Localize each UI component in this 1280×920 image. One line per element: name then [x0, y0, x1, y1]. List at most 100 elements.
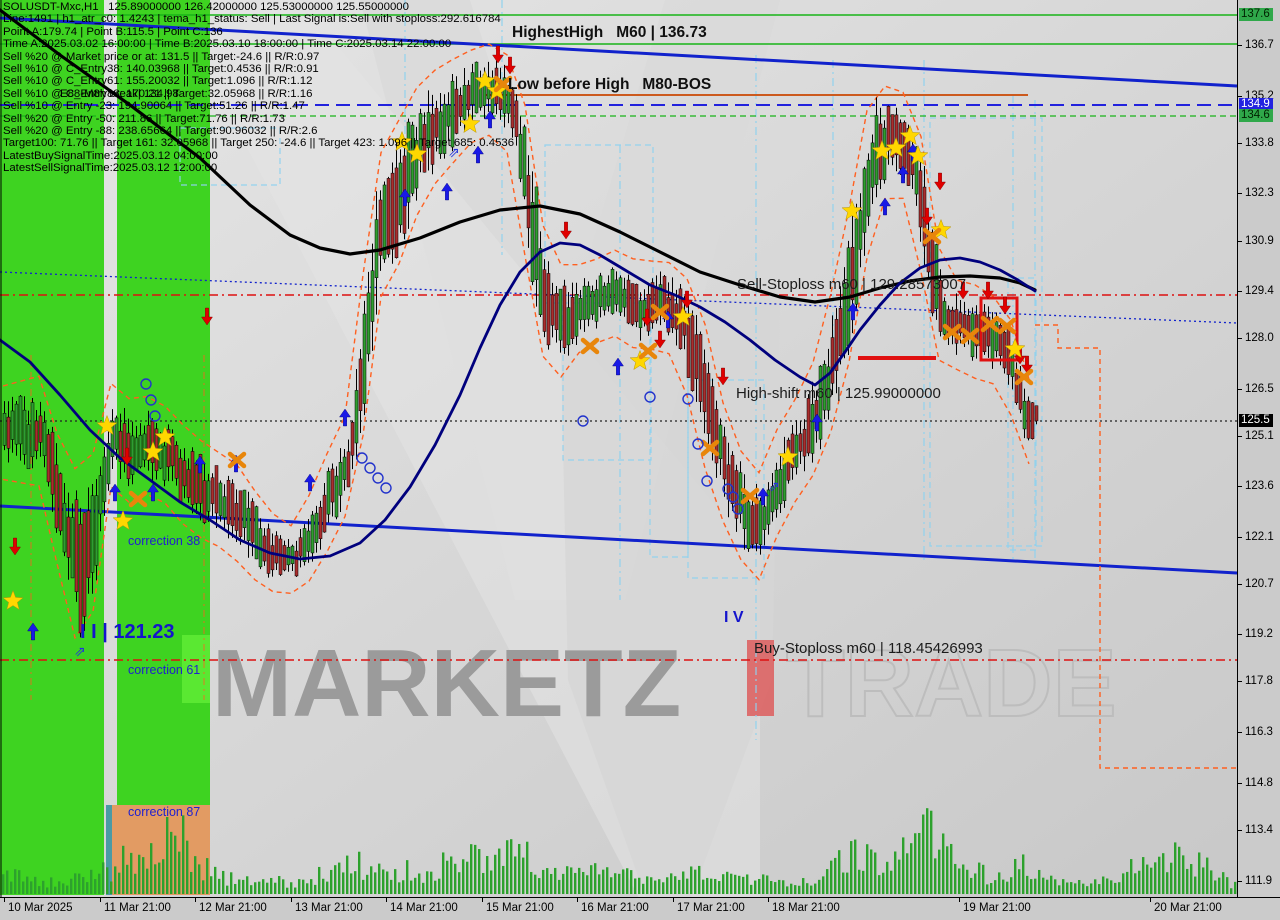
candle-body [146, 425, 151, 461]
volume-bar [310, 879, 313, 894]
volume-bar [198, 864, 201, 894]
volume-bar [18, 870, 21, 894]
volume-bar [406, 860, 409, 894]
low-before-high-label[interactable]: Low before High M80-BOS [508, 76, 712, 93]
candle-body [510, 89, 515, 129]
star-signal-icon [907, 144, 929, 166]
candle-body [298, 537, 303, 557]
zigzag-step-box [179, 127, 281, 186]
circle-signal-icon [364, 462, 376, 474]
chart-canvas[interactable]: MARKETZ TRADE ⇗ ⇗ ⇗ SOLUSDT-Mxc,H1 125.89000… [0, 0, 1237, 897]
buy-arrow-icon [304, 473, 316, 492]
price-axis[interactable]: 136.7 135.2 133.8 132.3 130.9 129.4 128.0 126.5… [1237, 0, 1280, 897]
candle-body [86, 510, 91, 578]
star-signal-icon [96, 414, 118, 436]
volume-bar [806, 883, 809, 894]
buy-stoploss-label[interactable]: Buy-Stoploss m60 | 118.45426993 [754, 640, 983, 657]
candle-body [422, 124, 427, 173]
buy-arrow-icon [879, 197, 891, 216]
price-tick-mark [1238, 486, 1242, 487]
volume-bar [614, 873, 617, 894]
volume-bar [910, 843, 913, 894]
candle-body [38, 415, 43, 443]
candlestick-chart[interactable]: MARKETZ TRADE ⇗ ⇗ ⇗ [0, 0, 1237, 897]
wave-2-label[interactable]: I I | 121.23 [80, 621, 175, 643]
price-tick-mark [1238, 338, 1242, 339]
volume-bar [170, 831, 173, 894]
candle-body [502, 77, 507, 114]
info-line-5: Sell %10 @ C_Entry38: 140.03968 || Targe… [3, 63, 319, 76]
volume-bar [566, 866, 569, 894]
buy-arrow-icon [612, 357, 624, 376]
buy-arrow-icon [339, 408, 351, 427]
volume-bar [1214, 880, 1217, 894]
buy-arrow-icon [897, 165, 909, 184]
candle-body [930, 231, 935, 314]
volume-bar [966, 869, 969, 894]
candle-body [6, 416, 11, 449]
candle-body [94, 495, 99, 566]
volume-bar [246, 876, 249, 894]
volume-bar [62, 883, 65, 894]
candle-body [30, 402, 35, 457]
volume-bar [1098, 884, 1101, 894]
candle-body [206, 480, 211, 512]
candle-body [62, 502, 67, 553]
star-signal-icon [777, 445, 799, 467]
time-tick-label: 17 Mar 21:00 [677, 902, 745, 914]
sell-arrow-icon [999, 296, 1011, 315]
volume-bar [886, 861, 889, 894]
volume-bar [650, 877, 653, 894]
volume-bar [710, 878, 713, 894]
candle-body [162, 445, 167, 481]
volume-bar [318, 866, 321, 894]
candle-body [994, 321, 999, 352]
candle-body [870, 142, 875, 188]
volume-bar [394, 869, 397, 894]
candle-body [294, 550, 299, 577]
high-shift-label[interactable]: High-shift m60 | 125.99000000 [736, 385, 941, 402]
candle-body [518, 133, 523, 179]
candle-body [22, 409, 27, 455]
volume-bar [1142, 857, 1145, 894]
volume-bar [934, 858, 937, 894]
volume-bar [610, 877, 613, 894]
candle-body [274, 535, 279, 564]
volume-bar [562, 873, 565, 894]
info-line-9: Sell %20 @ Entry -50: 211.86 || Target:7… [3, 112, 285, 125]
time-axis[interactable]: 10 Mar 2025 11 Mar 21:00 12 Mar 21:00 13 Ma… [0, 897, 1280, 920]
time-tick-label: 10 Mar 2025 [8, 902, 73, 914]
volume-bar [890, 870, 893, 894]
x-signal-icon [980, 315, 1000, 333]
candle-body [66, 516, 71, 558]
candle-body [790, 433, 795, 468]
candle-body [374, 219, 379, 278]
volume-bar [954, 863, 957, 894]
volume-bar [118, 872, 121, 894]
candle-body [342, 456, 347, 480]
price-tick-label: 132.3 [1245, 187, 1274, 199]
price-tick-label: 136.7 [1245, 39, 1274, 51]
volume-bar [810, 885, 813, 894]
price-marker-label-134.6: 134.6 [1239, 109, 1273, 122]
volume-bar [798, 885, 801, 894]
volume-bar [1118, 882, 1121, 894]
info-line-2: Point A:179.74 | Point B:115.5 | Point C… [3, 25, 223, 38]
candle-body [434, 107, 439, 138]
sell-stoploss-label[interactable]: Sell-Stoploss m60 | 129.28573007 [737, 276, 967, 293]
volume-bar [1066, 882, 1069, 894]
volume-bar [574, 872, 577, 894]
correction-61-label[interactable]: correction 61 [128, 663, 201, 677]
correction-87-label[interactable]: correction 87 [128, 805, 201, 819]
sell-arrow-icon [641, 308, 653, 327]
volume-bar [718, 881, 721, 894]
volume-bar [374, 872, 377, 894]
candle-body [394, 167, 399, 259]
correction-38-label[interactable]: correction 38 [128, 534, 201, 548]
volume-bar [842, 872, 845, 894]
volume-bar [1230, 888, 1233, 894]
wave-4-label[interactable]: I V [724, 609, 744, 626]
volume-bar [402, 880, 405, 894]
highest-high-label[interactable]: HighestHigh M60 | 136.73 [512, 24, 707, 41]
volume-bar [382, 869, 385, 894]
